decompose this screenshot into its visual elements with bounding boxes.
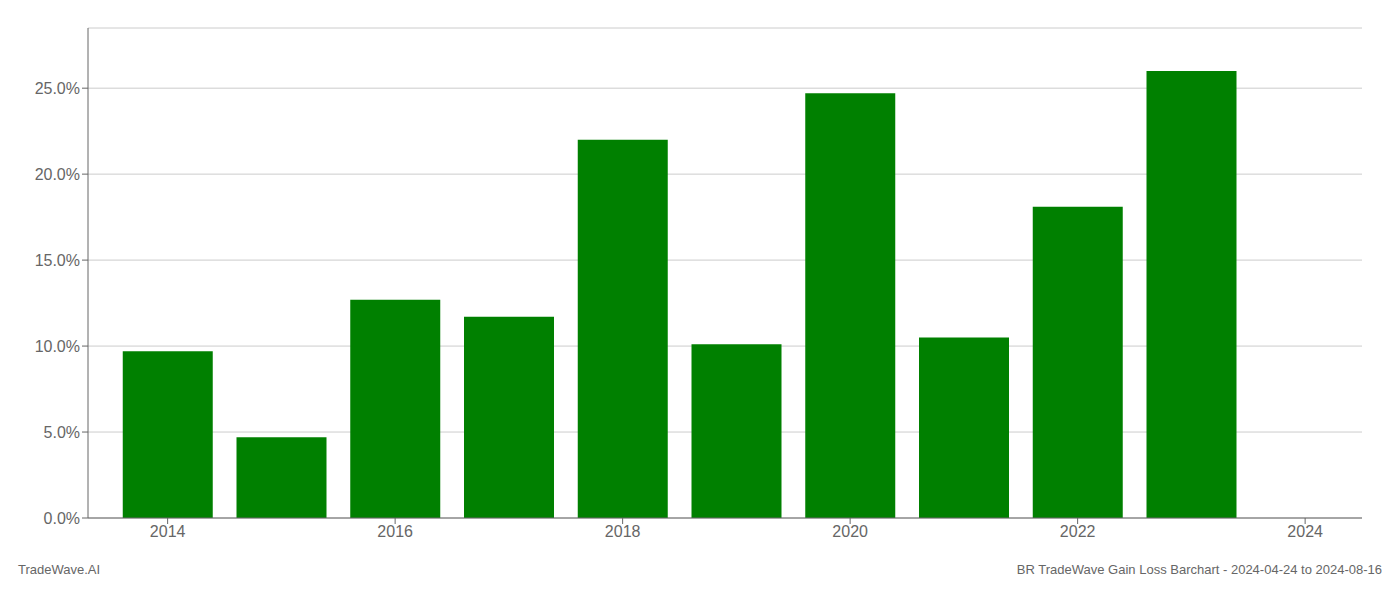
svg-text:2022: 2022 [1060, 523, 1096, 540]
svg-text:2024: 2024 [1287, 523, 1323, 540]
svg-text:2018: 2018 [605, 523, 641, 540]
html-text:TradeWave.AI: TradeWave.AI [18, 562, 101, 577]
svg-text:25.0%: 25.0% [35, 80, 80, 97]
svg-text:15.0%: 15.0% [35, 252, 80, 269]
svg-text:2020: 2020 [832, 523, 868, 540]
svg-text:0.0%: 0.0% [44, 510, 80, 527]
svg-text:2014: 2014 [150, 523, 186, 540]
svg-text:5.0%: 5.0% [44, 424, 80, 441]
svg-text:2016: 2016 [377, 523, 413, 540]
html-text:BR TradeWave Gain Loss Barchar: BR TradeWave Gain Loss Barchart - 2024-0… [1016, 562, 1382, 577]
svg-text:20.0%: 20.0% [35, 166, 80, 183]
svg-text:10.0%: 10.0% [35, 338, 80, 355]
